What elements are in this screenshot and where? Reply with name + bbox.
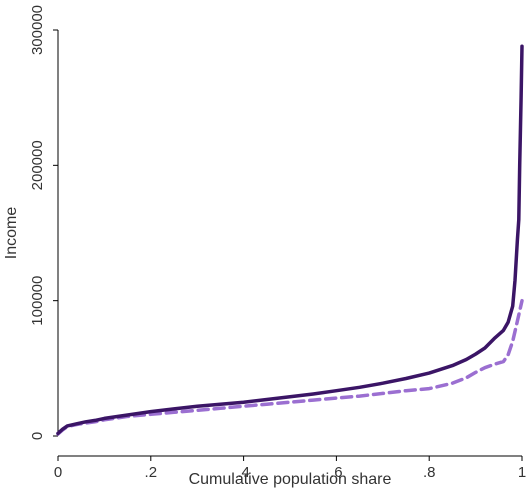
x-tick-label: 0 <box>54 464 62 481</box>
x-tick-label: .4 <box>237 464 250 481</box>
axes: 0 100000 200000 300000 0 .2 .4 .6 .8 1 <box>29 5 526 481</box>
y-tick-label: 0 <box>29 432 46 440</box>
y-tick-label: 300000 <box>29 5 46 55</box>
x-tick-label: .8 <box>423 464 436 481</box>
series-line-solid <box>56 44 524 436</box>
series-layer <box>56 44 524 436</box>
y-tick-label: 100000 <box>29 276 46 326</box>
x-tick-label: .2 <box>145 464 158 481</box>
x-tick-label: .6 <box>330 464 343 481</box>
x-tick-label: 1 <box>518 464 526 481</box>
y-tick-label: 200000 <box>29 140 46 190</box>
y-axis-title: Income <box>3 207 20 260</box>
x-axis-title: Cumulative population share <box>189 471 392 488</box>
